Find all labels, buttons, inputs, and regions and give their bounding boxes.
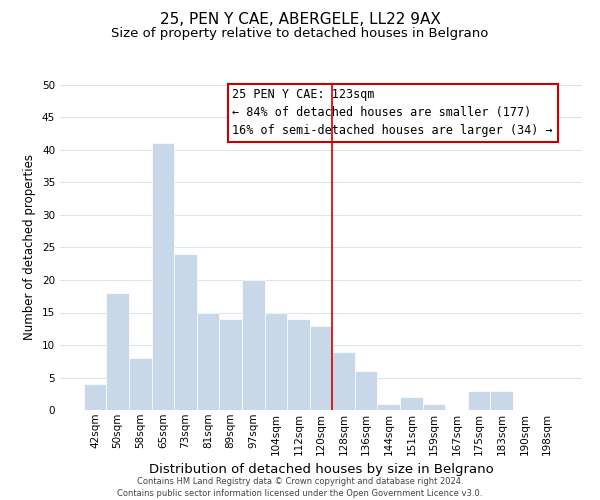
Bar — [152, 144, 174, 410]
Text: Size of property relative to detached houses in Belgrano: Size of property relative to detached ho… — [112, 28, 488, 40]
Bar — [242, 280, 265, 410]
Bar — [84, 384, 106, 410]
Bar — [468, 390, 490, 410]
Bar — [355, 371, 377, 410]
Bar — [422, 404, 445, 410]
Bar — [310, 326, 332, 410]
Bar — [197, 312, 220, 410]
Bar — [400, 397, 422, 410]
Bar — [332, 352, 355, 410]
Bar — [174, 254, 197, 410]
Text: Contains public sector information licensed under the Open Government Licence v3: Contains public sector information licen… — [118, 489, 482, 498]
Bar — [129, 358, 152, 410]
Text: 25 PEN Y CAE: 123sqm
← 84% of detached houses are smaller (177)
16% of semi-deta: 25 PEN Y CAE: 123sqm ← 84% of detached h… — [232, 88, 553, 137]
Y-axis label: Number of detached properties: Number of detached properties — [23, 154, 37, 340]
Text: 25, PEN Y CAE, ABERGELE, LL22 9AX: 25, PEN Y CAE, ABERGELE, LL22 9AX — [160, 12, 440, 28]
Text: Contains HM Land Registry data © Crown copyright and database right 2024.: Contains HM Land Registry data © Crown c… — [137, 478, 463, 486]
Bar — [106, 293, 129, 410]
X-axis label: Distribution of detached houses by size in Belgrano: Distribution of detached houses by size … — [149, 463, 493, 476]
Bar — [287, 319, 310, 410]
Bar — [377, 404, 400, 410]
Bar — [490, 390, 513, 410]
Bar — [265, 312, 287, 410]
Bar — [220, 319, 242, 410]
